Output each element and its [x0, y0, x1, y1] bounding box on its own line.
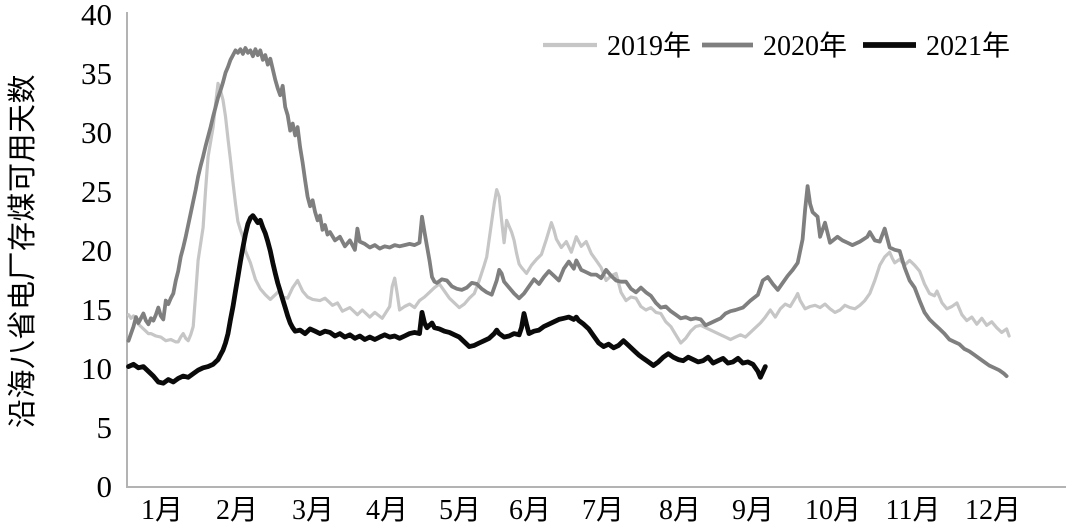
y-tick-label: 15 [81, 292, 112, 327]
series-line-2019年 [126, 81, 1011, 345]
y-tick-label: 0 [97, 469, 113, 504]
x-month-label: 12月 [965, 495, 1021, 526]
x-month-label: 11月 [886, 495, 941, 526]
x-month-label: 4月 [366, 495, 408, 526]
legend-label-2019年: 2019年 [607, 30, 691, 62]
y-tick-label: 35 [81, 56, 112, 91]
x-month-label: 8月 [659, 495, 701, 526]
y-axis-title: 沿海八省电厂存煤可用天数 [6, 74, 39, 428]
legend-label-2020年: 2020年 [763, 30, 847, 62]
x-month-label: 10月 [805, 495, 861, 526]
x-month-label: 1月 [141, 495, 183, 526]
x-month-label: 7月 [582, 495, 624, 526]
series-line-2020年 [126, 46, 1009, 379]
x-month-label: 5月 [439, 495, 481, 526]
y-tick-label: 20 [81, 233, 112, 268]
y-tick-label: 40 [81, 0, 112, 32]
y-tick-label: 25 [81, 174, 112, 209]
y-tick-label: 30 [81, 115, 112, 150]
x-month-label: 6月 [509, 495, 551, 526]
x-month-label: 3月 [292, 495, 334, 526]
y-tick-label: 10 [81, 351, 112, 386]
x-month-label: 2月 [216, 495, 258, 526]
x-month-label: 9月 [732, 495, 774, 526]
y-tick-label: 5 [97, 410, 113, 445]
legend-label-2021年: 2021年 [926, 30, 1010, 62]
series-line-2021年 [126, 213, 768, 386]
